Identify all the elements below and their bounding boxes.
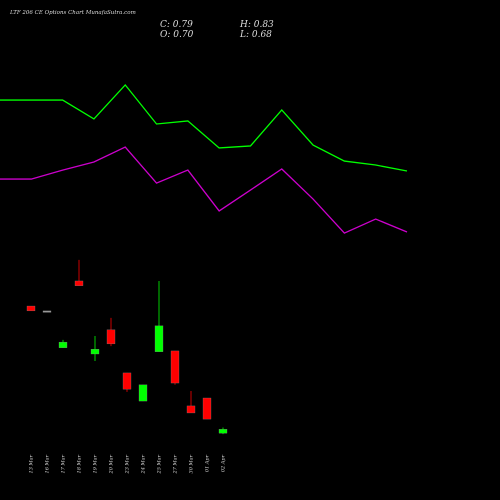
candle-body	[122, 372, 132, 390]
candle-body	[106, 329, 116, 345]
candle-body	[90, 349, 100, 355]
candle-body	[26, 305, 36, 312]
header-high: H: 0.83	[239, 20, 274, 30]
x-tick-label: 19 Mar	[93, 454, 99, 473]
candle-body	[202, 397, 212, 420]
header-open: O: 0.70	[160, 30, 194, 40]
x-tick-label: 24 Mar	[141, 454, 147, 474]
candle-body	[218, 429, 228, 434]
candle-body	[42, 310, 52, 313]
header-low: L: 0.68	[239, 30, 272, 40]
x-tick-label: 25 Mar	[157, 454, 163, 474]
x-tick-label: 17 Mar	[61, 454, 67, 473]
candle-body	[170, 350, 180, 384]
x-tick-label: 23 Mar	[125, 454, 131, 474]
header-close: C: 0.79	[160, 20, 193, 30]
x-tick-label: 16 Mar	[45, 454, 51, 473]
x-tick-label: 30 Mar	[189, 454, 195, 473]
x-tick-label: 02 Apr	[221, 454, 227, 472]
x-tick-label: 18 Mar	[77, 454, 83, 473]
line-series	[0, 83, 408, 172]
candle-body	[138, 384, 148, 402]
candle-body	[74, 280, 84, 286]
candle-body	[154, 325, 164, 352]
x-tick-label: 01 Apr	[205, 454, 211, 472]
x-tick-label: 27 Mar	[173, 454, 179, 474]
x-tick-label: 20 Mar	[109, 454, 115, 474]
candle-body	[186, 405, 196, 414]
chart-title: LTF 206 CE Options Chart MunafaSutra.com	[9, 10, 136, 16]
candle-body	[58, 341, 68, 348]
x-tick-label: 13 Mar	[29, 454, 35, 473]
line-series	[0, 146, 408, 234]
